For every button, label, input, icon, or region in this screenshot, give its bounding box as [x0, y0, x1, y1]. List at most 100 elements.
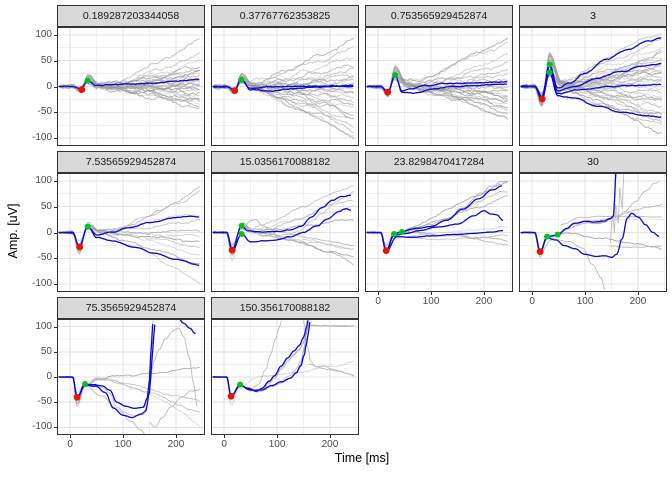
red-marker — [76, 243, 84, 251]
y-tick-label: -50 — [37, 106, 52, 118]
gray-trace — [608, 245, 662, 248]
facet-strip-label: 3 — [590, 10, 596, 22]
gray-trace — [615, 180, 660, 221]
blue-trace — [58, 324, 156, 419]
y-tick-label: 50 — [40, 200, 52, 212]
facet-strip: 7.53565929452874 — [57, 151, 205, 173]
facet-panel — [519, 173, 667, 292]
x-tick-label: 100 — [422, 296, 440, 307]
red-marker — [538, 95, 546, 103]
y-tick-label: 100 — [35, 28, 52, 40]
blue-trace — [366, 74, 508, 95]
y-tick-label: 50 — [40, 345, 52, 357]
x-tick-mark — [532, 292, 534, 295]
x-axis-title: Time [ms] — [334, 451, 390, 465]
gray-trace — [367, 231, 508, 247]
x-tick-label: 0 — [221, 439, 227, 450]
x-tick-mark — [70, 435, 72, 438]
facet-strip: 150.356170088182 — [211, 297, 359, 319]
x-tick-mark — [329, 435, 331, 438]
y-tick-mark — [54, 138, 57, 140]
red-marker — [231, 87, 239, 95]
green-marker — [238, 222, 245, 229]
x-tick-mark — [431, 292, 433, 295]
x-tick-label: 200 — [167, 439, 185, 450]
facet-panel — [365, 173, 513, 292]
y-tick-label: -50 — [37, 252, 52, 264]
green-marker — [554, 231, 561, 238]
facet-strip: 0.753565929452874 — [365, 5, 513, 27]
y-tick-mark — [54, 326, 57, 328]
green-marker — [238, 76, 245, 83]
y-tick-label: 50 — [40, 54, 52, 66]
gray-trace — [242, 219, 354, 247]
facet-strip-label: 0.753565929452874 — [390, 10, 488, 22]
y-tick-label: 0 — [46, 80, 52, 92]
y-tick-mark — [54, 351, 57, 353]
green-marker — [82, 381, 89, 388]
y-tick-label: -100 — [31, 278, 52, 290]
green-marker — [392, 72, 399, 79]
gray-trace — [561, 215, 662, 226]
green-marker — [84, 77, 91, 84]
y-tick-mark — [54, 402, 57, 404]
facet-panel — [57, 173, 205, 292]
facet-panel — [211, 319, 359, 435]
blue-trace — [366, 229, 504, 253]
facet-panel — [211, 27, 359, 146]
facet-panel — [519, 27, 667, 146]
facet-strip: 3 — [519, 5, 667, 27]
y-tick-label: 100 — [35, 320, 52, 332]
y-tick-mark — [54, 206, 57, 208]
x-tick-label: 100 — [268, 439, 286, 450]
green-marker — [84, 223, 91, 230]
facet-strip-label: 30 — [587, 156, 599, 168]
blue-trace — [366, 210, 504, 252]
facet-strip: 0.37767762353825 — [211, 5, 359, 27]
y-tick-label: -50 — [37, 396, 52, 408]
y-tick-mark — [54, 284, 57, 286]
facet-panel — [57, 27, 205, 146]
red-marker — [227, 392, 235, 400]
facet-panel — [57, 319, 205, 435]
facet-strip: 23.8298470417284 — [365, 151, 513, 173]
y-tick-label: 0 — [46, 371, 52, 382]
x-tick-label: 0 — [67, 439, 73, 450]
gray-trace — [149, 389, 200, 429]
gray-trace — [143, 327, 198, 408]
green-marker — [546, 61, 553, 68]
y-tick-label: -100 — [31, 132, 52, 144]
x-tick-mark — [277, 435, 279, 438]
gray-trace — [59, 228, 200, 257]
x-tick-label: 200 — [321, 439, 339, 450]
blue-trace — [58, 225, 200, 266]
blue-trace — [520, 72, 662, 118]
green-marker — [237, 381, 244, 388]
green-marker — [399, 228, 405, 235]
x-tick-label: 0 — [375, 296, 381, 307]
green-marker — [391, 231, 398, 238]
facet-strip-label: 75.3565929452874 — [85, 302, 177, 314]
y-tick-label: -100 — [31, 421, 52, 433]
x-tick-mark — [378, 292, 380, 295]
facet-panel — [365, 27, 513, 146]
y-tick-mark — [54, 180, 57, 182]
blue-trace — [212, 208, 352, 252]
gray-trace — [367, 66, 508, 98]
x-tick-mark — [483, 292, 485, 295]
y-tick-mark — [54, 427, 57, 429]
green-marker — [546, 69, 553, 76]
x-tick-mark — [175, 435, 177, 438]
gray-trace — [213, 360, 354, 406]
red-marker — [536, 248, 544, 256]
red-marker — [228, 246, 236, 254]
x-tick-mark — [224, 435, 226, 438]
blue-trace — [179, 320, 196, 335]
x-tick-label: 0 — [529, 296, 535, 307]
y-tick-mark — [54, 112, 57, 114]
blue-trace — [520, 212, 660, 258]
y-tick-mark — [54, 258, 57, 260]
facet-strip-label: 15.0356170088182 — [239, 156, 331, 168]
facet-strip-label: 0.37767762353825 — [239, 10, 331, 22]
